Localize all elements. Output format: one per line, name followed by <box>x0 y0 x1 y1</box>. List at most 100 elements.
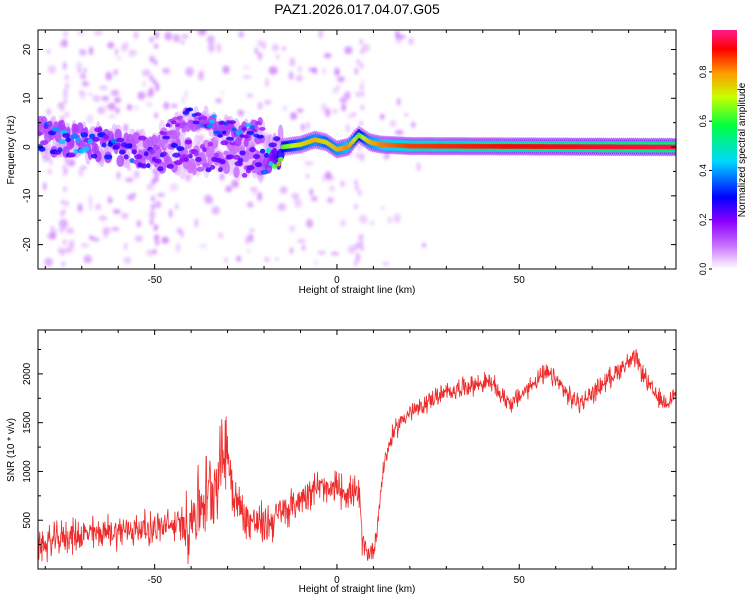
spectrogram-panel: -50 0 50 -20 -10 0 10 20 Height of straight lin… <box>6 29 677 296</box>
ridge-cell <box>172 152 181 158</box>
noise-blob <box>317 250 326 255</box>
ridge-cell <box>232 154 241 160</box>
noise-blob <box>347 114 354 119</box>
noise-blob <box>236 255 242 262</box>
noise-blob <box>216 43 222 53</box>
ridge-cell <box>237 157 244 163</box>
ridge-cell <box>194 112 202 117</box>
ridge-cell <box>116 155 125 167</box>
colorbar-tick-label: 0.0 <box>698 263 708 276</box>
ridge-cell <box>206 124 214 129</box>
noise-streak-blob <box>59 227 64 234</box>
noise-blob <box>381 206 385 211</box>
noise-blob <box>92 95 101 102</box>
noise-blob <box>389 120 397 127</box>
ridge-cell <box>104 154 113 160</box>
noise-blob <box>301 245 306 251</box>
noise-blob <box>99 85 108 91</box>
ridge-cell <box>131 149 138 155</box>
noise-blob <box>318 30 324 39</box>
y-tick-label: 2000 <box>22 362 33 385</box>
noise-blob <box>180 230 184 238</box>
y-tick-label: -10 <box>22 188 33 203</box>
ridge-cell <box>171 120 177 125</box>
noise-blob <box>231 179 239 188</box>
noise-blob <box>83 68 87 73</box>
snr-ticks: -50 0 50 500 1000 1500 2000 <box>22 330 676 586</box>
noise-blob <box>154 200 162 209</box>
ridge-cell <box>249 125 255 130</box>
ridge-cell <box>184 139 192 145</box>
noise-blob <box>197 71 205 81</box>
noise-blob <box>313 260 318 266</box>
noise-blob <box>257 51 263 61</box>
ridge-cell <box>114 128 122 141</box>
noise-blob <box>282 46 286 51</box>
noise-blob <box>76 61 83 72</box>
noise-blob <box>123 123 129 132</box>
noise-blob <box>168 208 173 218</box>
noise-blob <box>95 203 102 211</box>
noise-blob <box>397 35 406 39</box>
noise-streak-blob <box>62 239 67 246</box>
noise-blob <box>133 105 139 111</box>
ridge-cell <box>214 130 222 135</box>
ridge-cell <box>118 149 126 155</box>
noise-blob <box>172 34 181 43</box>
noise-blob <box>176 227 182 234</box>
noise-blob <box>101 95 110 102</box>
noise-streak-blob <box>149 36 154 43</box>
x-tick-label: 50 <box>514 275 526 286</box>
noise-blob <box>383 152 390 160</box>
ridge-cell <box>69 136 75 149</box>
noise-blob <box>137 91 146 100</box>
noise-blob <box>242 65 250 69</box>
noise-streak-blob <box>356 59 361 66</box>
spectrogram-ticks: -50 0 50 -20 -10 0 10 20 <box>22 30 676 286</box>
noise-streak-blob <box>154 112 159 119</box>
noise-blob <box>141 69 151 77</box>
noise-blob <box>306 218 314 228</box>
ridge-cell <box>188 153 193 159</box>
noise-blob <box>309 188 314 196</box>
noise-blob <box>279 186 288 194</box>
ridge-cell <box>115 142 121 148</box>
noise-blob <box>62 38 68 47</box>
y-tick-label: 0 <box>22 144 33 150</box>
noise-blob <box>124 242 128 250</box>
noise-blob <box>264 99 272 105</box>
x-tick-label: 50 <box>514 575 526 586</box>
noise-blob <box>114 97 121 104</box>
noise-streak-blob <box>359 120 364 127</box>
ridge-cell <box>146 163 151 169</box>
ridge-cell <box>128 143 133 149</box>
ridge-cell <box>180 121 188 126</box>
noise-blob <box>306 121 310 130</box>
noise-blob <box>46 49 51 54</box>
ridge-cell <box>254 162 263 168</box>
noise-blob <box>128 49 137 57</box>
noise-blob <box>404 113 409 117</box>
noise-blob <box>47 65 57 74</box>
colorbar-gradient <box>712 30 737 269</box>
ridge-cell <box>273 136 281 142</box>
noise-blob <box>416 162 421 172</box>
noise-blob <box>108 114 117 118</box>
noise-streak-blob <box>61 247 66 254</box>
noise-blob <box>42 182 47 191</box>
noise-blob <box>88 201 93 211</box>
ridge-cell <box>259 148 266 154</box>
noise-blob <box>123 256 132 265</box>
noise-blob <box>382 262 389 266</box>
noise-blob <box>105 71 113 81</box>
noise-blob <box>80 243 90 248</box>
noise-blob <box>116 171 121 180</box>
noise-blob <box>344 90 351 100</box>
noise-blob <box>67 243 74 254</box>
noise-streak-blob <box>155 85 160 92</box>
noise-streak-blob <box>354 184 359 191</box>
ridge-cell <box>161 151 167 157</box>
noise-blob <box>277 203 287 211</box>
ridge-cell <box>217 133 223 138</box>
